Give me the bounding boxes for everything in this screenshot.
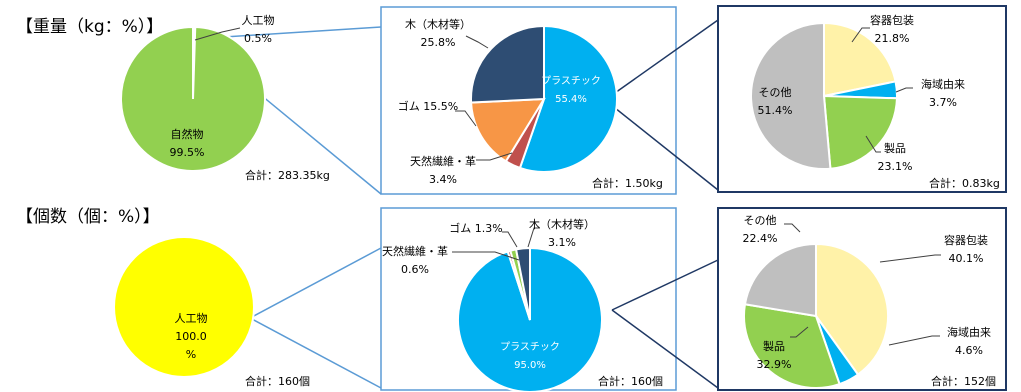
data-label: 32.9% (757, 358, 792, 371)
total-label-weight-plastic: 合計：0.83kg (929, 176, 1000, 190)
leader-line (452, 251, 520, 261)
pie-slice-0-2-3 (750, 21, 832, 170)
data-label: 99.5% (170, 146, 205, 159)
pie-slice-1-2-0 (815, 242, 889, 376)
pie-slice-1-2-3 (743, 242, 817, 318)
leader-line (879, 254, 941, 263)
leader-line (527, 227, 540, 248)
data-label: 容器包装 (944, 233, 988, 247)
leader-line (790, 326, 809, 338)
data-label: 3.4% (429, 173, 457, 186)
data-label: 4.6% (955, 344, 983, 357)
total-label-weight-all: 合計：283.35kg (245, 168, 330, 182)
pie-slice-0-1-3 (470, 24, 545, 104)
total-label-count-artificial: 合計：160個 (598, 374, 663, 388)
data-label: 木（木材等） (529, 217, 595, 231)
leader-line (865, 135, 881, 153)
leader-line (502, 231, 518, 248)
data-label: 22.4% (743, 232, 778, 245)
data-label: 25.8% (421, 36, 456, 49)
pie-slice-0-2-0 (823, 21, 897, 98)
breakdown-frame-count-plastic (717, 207, 1007, 391)
data-label: 0.6% (401, 263, 429, 276)
pie-slice-1-0-0 (113, 236, 255, 378)
data-label: 天然繊維・革 (410, 154, 476, 168)
data-label: 人工物 (242, 13, 275, 27)
data-label: 天然繊維・革 (382, 244, 448, 258)
data-label: 容器包装 (870, 13, 914, 27)
data-label: プラスチック (541, 75, 601, 87)
connector-line (249, 247, 382, 319)
leader-line (784, 223, 801, 233)
pie-slice-0-2-2 (822, 94, 898, 170)
leader-line (895, 87, 913, 93)
section-heading-weight: 【重量（kg：%）】 (16, 17, 163, 37)
leader-line (455, 110, 477, 127)
data-label: 自然物 (171, 127, 204, 141)
leader-line (476, 152, 513, 161)
data-label: 40.1% (949, 252, 984, 265)
connector-line (604, 19, 719, 101)
pie-slice-1-1-3 (514, 246, 531, 321)
data-label: 木（木材等） (405, 17, 471, 31)
data-label: 95.0% (514, 360, 546, 371)
data-label: その他 (759, 86, 792, 99)
data-label: 55.4% (555, 94, 587, 105)
connector-line (611, 259, 719, 311)
pie-slice-0-1-2 (470, 97, 546, 163)
breakdown-frame-weight-artificial (380, 6, 677, 195)
connector-line (611, 309, 719, 389)
pie-slice-1-2-2 (743, 303, 841, 389)
data-label: その他 (744, 214, 777, 227)
connector-line (604, 99, 719, 191)
data-label: ゴム 1.3% (449, 221, 502, 235)
section-heading-count: 【個数（個：%）】 (16, 207, 160, 227)
data-label: プラスチック (500, 341, 560, 353)
connector-line (249, 317, 382, 389)
leader-line (851, 27, 870, 43)
data-label: 製品 (884, 141, 906, 155)
data-label: 21.8% (875, 32, 910, 45)
data-label: 海域由来 (947, 325, 991, 339)
data-label: 海域由来 (921, 77, 965, 91)
data-label: 人工物 (175, 311, 208, 325)
total-label-count-all: 合計：160個 (245, 374, 310, 388)
leader-line (888, 335, 940, 346)
total-label-weight-artificial: 合計：1.50kg (592, 176, 663, 190)
data-label: 3.1% (548, 236, 576, 249)
data-label: 100.0 (175, 330, 207, 343)
data-label: 23.1% (878, 160, 913, 173)
leader-line (194, 27, 241, 41)
data-label: 51.4% (758, 104, 793, 117)
data-label: % (186, 348, 196, 361)
data-label: 3.7% (929, 96, 957, 109)
data-label: 0.5% (244, 32, 272, 45)
total-label-count-plastic: 合計：152個 (931, 374, 996, 388)
breakdown-frame-weight-plastic (717, 5, 1007, 193)
pie-slice-0-0-1 (120, 25, 266, 172)
data-label: ゴム 15.5% (398, 99, 458, 113)
leader-line (465, 35, 489, 49)
data-label: 製品 (763, 339, 785, 353)
